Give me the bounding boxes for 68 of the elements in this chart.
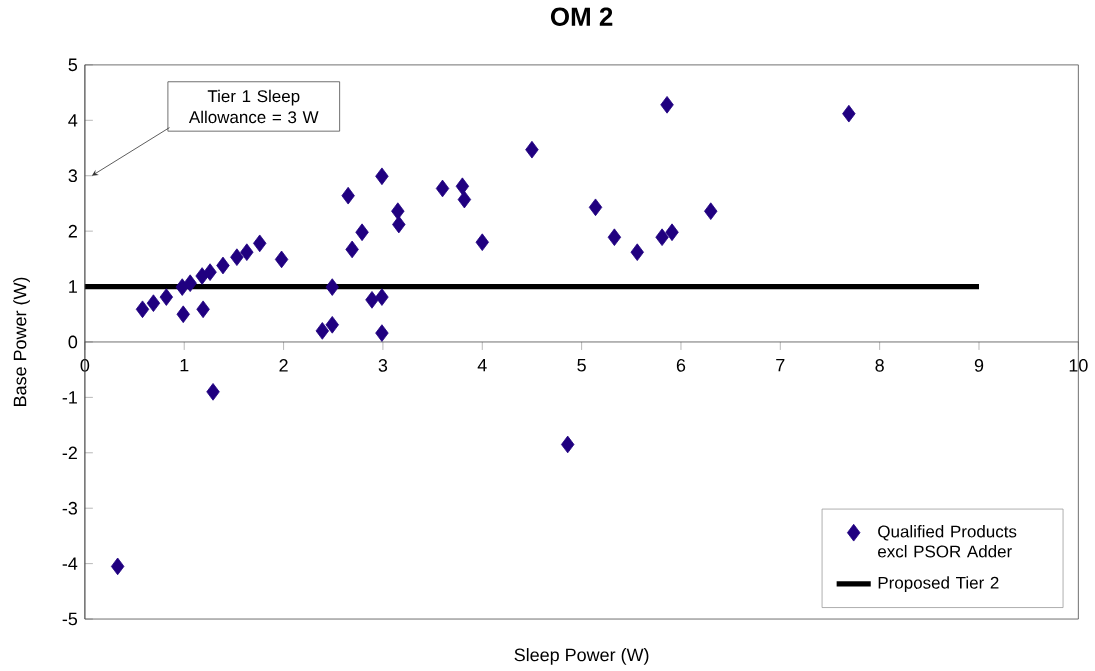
annotation: Tier 1 Sleep Allowance = 3 W [188, 89, 319, 123]
point [665, 223, 679, 241]
point [375, 324, 389, 342]
point [240, 243, 254, 261]
x-tick-label: 0 [80, 358, 90, 372]
point [375, 288, 389, 306]
point [355, 223, 369, 241]
y-tick-label: -1 [62, 390, 77, 404]
x-tick-label: 2 [279, 358, 288, 372]
y-tick-label: 2 [68, 224, 77, 238]
point [253, 234, 267, 252]
point [146, 294, 161, 312]
point [375, 167, 389, 185]
point [561, 435, 575, 454]
x-tick-label: 6 [676, 358, 686, 372]
y-tick-label: -5 [62, 612, 78, 626]
point [216, 256, 230, 275]
point [341, 186, 355, 205]
legend-label: Qualified Products excl PSOR Adder [878, 524, 1017, 558]
point [457, 190, 472, 209]
point [475, 233, 489, 251]
y-tick-label: -3 [62, 501, 78, 515]
y-tick-label: 4 [68, 113, 78, 127]
x-tick-label: 3 [378, 358, 388, 372]
point [345, 240, 359, 258]
point [110, 557, 125, 575]
point [607, 228, 622, 246]
y-tick-label: -4 [62, 557, 78, 570]
point [230, 248, 244, 266]
point [392, 215, 406, 234]
x-tick-label: 7 [776, 358, 785, 372]
point [274, 250, 289, 268]
y-tick-label: 3 [68, 169, 78, 182]
legend-label: Proposed Tier 2 [878, 576, 999, 592]
point [435, 179, 450, 198]
point [325, 315, 339, 334]
point [704, 202, 718, 220]
y-axis-title: Base Power (W) [13, 277, 30, 406]
point [159, 288, 174, 306]
x-tick-label: 5 [577, 358, 586, 372]
point [455, 177, 470, 195]
point [391, 202, 405, 220]
point [203, 263, 217, 281]
y-tick-label: 0 [68, 335, 78, 349]
point [315, 321, 330, 340]
y-tick-label: -2 [62, 446, 77, 459]
point [183, 274, 197, 292]
x-axis-title: Sleep Power (W) [514, 647, 649, 665]
point [655, 228, 669, 246]
point [206, 382, 220, 401]
chart-title: OM 2 [550, 7, 613, 26]
point [660, 95, 674, 114]
x-tick-label: 1 [180, 358, 189, 372]
point [325, 278, 339, 296]
point [588, 198, 603, 216]
y-tick-label: 5 [68, 58, 78, 71]
point [176, 305, 190, 323]
y-tick-label: 1 [69, 280, 77, 293]
point [196, 300, 210, 318]
x-tick-label: 8 [875, 358, 884, 372]
point [365, 290, 379, 309]
x-tick-label: 9 [974, 358, 984, 372]
x-tick-label: 4 [477, 358, 487, 372]
point [525, 140, 539, 159]
point [842, 104, 856, 123]
x-tick-label: 10 [1069, 358, 1088, 372]
point [135, 300, 150, 318]
point [630, 243, 644, 261]
